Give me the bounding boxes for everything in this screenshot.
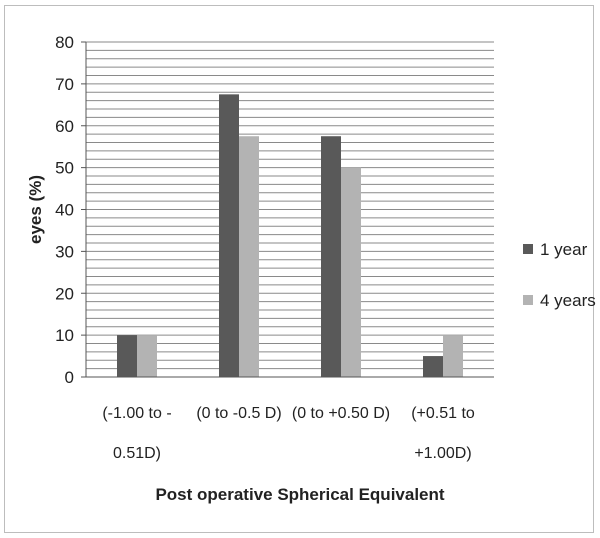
bar-4-years-0 (137, 335, 157, 377)
y-axis-title: eyes (%) (26, 175, 45, 244)
x-category-labels: (-1.00 to -0.51D) (0 to -0.5 D) (0 to +0.5… (102, 405, 475, 462)
gridlines (86, 41, 494, 370)
chart-frame (4, 5, 594, 533)
x-category-label: (0 to -0.5 D) (196, 405, 281, 422)
y-tick-label: 40 (55, 201, 74, 220)
legend: 1 year 4 years (523, 240, 596, 310)
legend-label: 4 years (540, 291, 596, 310)
y-tick-label: 80 (55, 33, 74, 52)
y-tick-labels: 0 10 20 30 40 50 60 70 80 (55, 33, 86, 387)
y-tick-label: 70 (55, 75, 74, 94)
y-tick-label: 20 (55, 284, 74, 303)
y-tick-label: 0 (65, 368, 74, 387)
bars (117, 94, 463, 377)
bar-1-year-0 (117, 335, 137, 377)
y-tick-label: 50 (55, 159, 74, 178)
legend-swatch (523, 244, 533, 254)
x-axis-title: Post operative Spherical Equivalent (155, 485, 444, 504)
bar-4-years-1 (239, 136, 259, 377)
legend-swatch (523, 295, 533, 305)
legend-label: 1 year (540, 240, 588, 259)
x-category-label: (0 to +0.50 D) (292, 405, 390, 422)
bar-4-years-2 (341, 167, 361, 377)
bar-1-year-2 (321, 136, 341, 377)
bar-4-years-3 (443, 335, 463, 377)
x-category-label: (+0.51 to +1.00D) (411, 405, 475, 462)
bar-1-year-1 (219, 94, 239, 377)
bar-1-year-3 (423, 356, 443, 377)
y-tick-label: 30 (55, 242, 74, 261)
y-tick-label: 60 (55, 117, 74, 136)
x-category-label: (-1.00 to -0.51D) (102, 405, 171, 462)
y-tick-label: 10 (55, 326, 74, 345)
